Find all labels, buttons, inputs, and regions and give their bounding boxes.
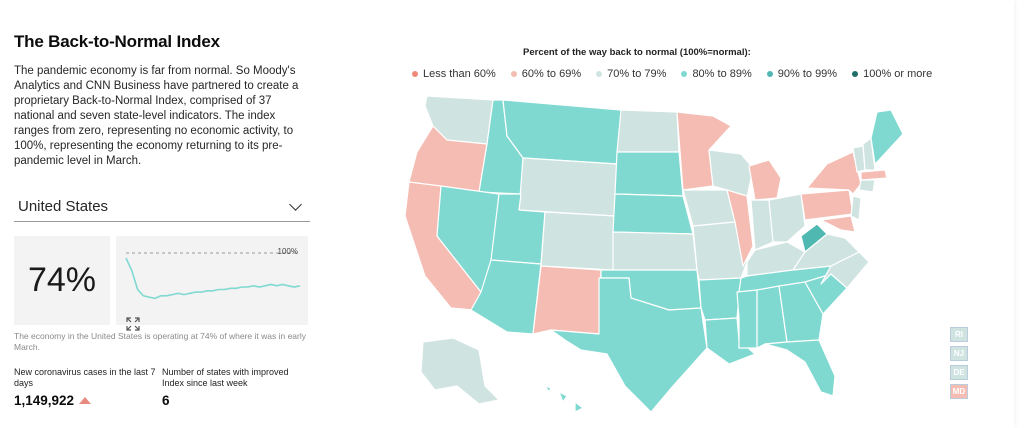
state-nj[interactable] bbox=[850, 195, 862, 221]
state-ne[interactable] bbox=[612, 193, 694, 235]
legend-item: 70% to 79% bbox=[596, 68, 666, 80]
sparkline-box: 100% bbox=[116, 236, 308, 331]
state-tx[interactable] bbox=[550, 277, 708, 413]
state-ks[interactable] bbox=[612, 231, 698, 271]
state-co[interactable] bbox=[540, 211, 616, 271]
state-button-md[interactable]: MD bbox=[950, 384, 968, 399]
state-ak[interactable] bbox=[420, 337, 500, 405]
improved-value: 6 bbox=[162, 393, 170, 408]
index-stats: 74% 100% bbox=[14, 236, 310, 331]
state-ny[interactable] bbox=[806, 151, 862, 195]
legend-item: 60% to 69% bbox=[510, 68, 582, 80]
legend-label: 80% to 89% bbox=[692, 68, 752, 80]
legend-swatch bbox=[681, 71, 688, 77]
state-sd[interactable] bbox=[614, 151, 684, 197]
state-az[interactable] bbox=[470, 259, 542, 335]
state-me[interactable] bbox=[870, 109, 904, 165]
state-ma[interactable] bbox=[860, 169, 888, 181]
legend-label: 60% to 69% bbox=[521, 68, 582, 80]
legend-label: 90% to 99% bbox=[777, 68, 838, 80]
left-panel: The Back-to-Normal Index The pandemic ec… bbox=[14, 32, 310, 408]
legend-swatch bbox=[510, 71, 517, 77]
state-wv[interactable] bbox=[800, 223, 828, 253]
state-nd[interactable] bbox=[616, 109, 680, 153]
state-mi[interactable] bbox=[748, 159, 782, 201]
sparkline-path bbox=[125, 257, 301, 300]
cases-metric: New coronavirus cases in the last 7 days… bbox=[14, 367, 162, 408]
legend-swatch bbox=[852, 71, 859, 77]
state-button-nj[interactable]: NJ bbox=[950, 346, 968, 361]
improved-label: Number of states with improved Index sin… bbox=[162, 367, 289, 388]
state-mt[interactable] bbox=[502, 99, 622, 165]
legend-item: 100% or more bbox=[852, 68, 932, 80]
small-state-buttons: RI NJ DE MD bbox=[950, 327, 968, 399]
state-ct[interactable] bbox=[858, 179, 876, 193]
state-wy[interactable] bbox=[518, 157, 618, 217]
legend-label: Less than 60% bbox=[423, 68, 496, 80]
state-pa[interactable] bbox=[800, 189, 854, 221]
state-button-ri[interactable]: RI bbox=[950, 327, 968, 342]
legend-swatch bbox=[412, 71, 418, 77]
state-md[interactable] bbox=[820, 215, 856, 233]
page-title: The Back-to-Normal Index bbox=[14, 32, 220, 51]
improved-value-row: 6 bbox=[162, 393, 310, 408]
description: The pandemic economy is far from normal.… bbox=[14, 65, 299, 167]
cases-value: 1,149,922 bbox=[14, 393, 75, 408]
reference-label: 100% bbox=[277, 247, 298, 256]
legend-item: 90% to 99% bbox=[766, 68, 838, 80]
state-hi[interactable] bbox=[544, 385, 584, 413]
cases-label: New coronavirus cases in the last 7 days bbox=[14, 367, 156, 388]
state-la[interactable] bbox=[704, 317, 756, 365]
state-fl[interactable] bbox=[764, 339, 836, 397]
triangle-up-icon bbox=[79, 397, 92, 404]
state-il[interactable] bbox=[726, 189, 754, 267]
state-button-de[interactable]: DE bbox=[950, 365, 968, 380]
legend-label: 100% or more bbox=[863, 68, 933, 80]
region-select-value: United States bbox=[18, 197, 109, 215]
index-percent: 74% bbox=[27, 261, 97, 299]
state-ms[interactable] bbox=[736, 289, 758, 349]
region-select[interactable]: United States bbox=[14, 191, 310, 222]
sparkline-chart bbox=[125, 252, 301, 300]
legend-item: 80% to 89% bbox=[681, 68, 752, 80]
cases-value-row: 1,149,922 bbox=[14, 393, 162, 408]
state-ia[interactable] bbox=[682, 189, 736, 227]
us-map bbox=[404, 95, 904, 413]
metrics: New coronavirus cases in the last 7 days… bbox=[14, 367, 310, 408]
state-oh[interactable] bbox=[768, 193, 806, 243]
map-legend: Less than 60% 60% to 69% 70% to 79% 80% … bbox=[412, 68, 932, 80]
legend-item: Less than 60% bbox=[412, 68, 496, 80]
chevron-down-icon bbox=[289, 197, 302, 211]
state-ga[interactable] bbox=[778, 281, 824, 343]
state-ar[interactable] bbox=[698, 277, 742, 321]
legend-swatch bbox=[596, 71, 603, 77]
improved-metric: Number of states with improved Index sin… bbox=[162, 367, 310, 408]
state-nm[interactable] bbox=[532, 265, 602, 335]
map-title: Percent of the way back to normal (100%=… bbox=[523, 47, 751, 58]
legend-swatch bbox=[766, 71, 773, 77]
index-caption: The economy in the United States is oper… bbox=[14, 331, 306, 352]
legend-label: 70% to 79% bbox=[607, 68, 667, 80]
percent-box: 74% bbox=[14, 236, 110, 325]
